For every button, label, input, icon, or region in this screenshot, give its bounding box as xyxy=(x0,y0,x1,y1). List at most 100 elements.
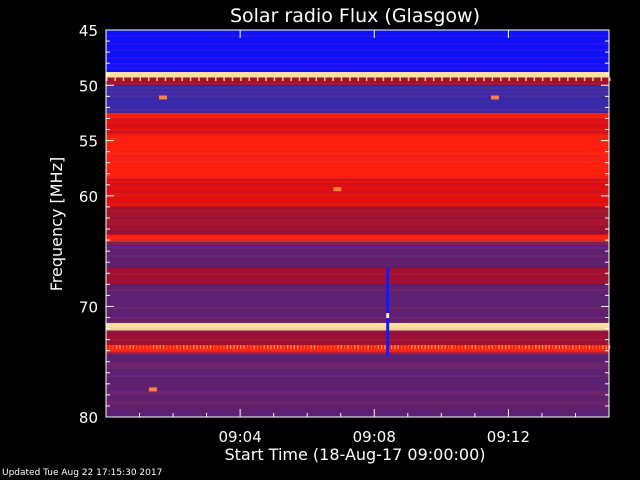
interference-tick xyxy=(240,345,242,350)
interference-tick xyxy=(505,345,507,350)
interference-tick xyxy=(181,77,183,82)
interference-tick xyxy=(334,345,336,350)
interference-tick xyxy=(515,345,517,350)
interference-tick xyxy=(461,345,463,350)
interference-tick xyxy=(323,345,326,350)
emission-spot xyxy=(148,387,157,392)
interference-tick xyxy=(533,77,536,82)
y-tick-label: 70 xyxy=(79,298,98,316)
interference-tick xyxy=(263,345,265,350)
y-tick-label: 50 xyxy=(79,77,98,95)
interference-tick xyxy=(297,345,299,350)
interference-tick xyxy=(196,345,198,350)
interference-tick xyxy=(427,345,430,350)
interference-tick xyxy=(214,77,217,82)
interference-tick xyxy=(303,345,306,350)
interference-tick xyxy=(598,345,601,350)
frequency-band xyxy=(106,112,609,119)
interference-tick xyxy=(548,345,550,350)
interference-tick xyxy=(516,77,519,82)
interference-tick xyxy=(551,345,554,350)
interference-tick xyxy=(332,77,334,82)
interference-tick xyxy=(173,345,175,350)
interference-tick xyxy=(340,345,342,350)
interference-tick xyxy=(236,345,238,350)
interference-tick xyxy=(528,345,530,350)
interference-tick xyxy=(344,345,346,350)
interference-tick xyxy=(411,345,413,350)
interference-tick xyxy=(186,345,188,350)
interference-tick xyxy=(223,77,225,82)
interference-tick xyxy=(173,77,175,82)
interference-tick xyxy=(282,77,284,82)
interference-tick xyxy=(441,77,443,82)
interference-tick xyxy=(545,345,547,350)
interference-tick xyxy=(139,77,142,82)
interference-tick xyxy=(290,77,292,82)
noise-texture xyxy=(106,35,609,417)
interference-tick xyxy=(404,345,406,350)
interference-tick xyxy=(116,345,118,350)
interference-tick xyxy=(399,77,401,82)
updated-timestamp: Updated Tue Aug 22 17:15:30 2017 xyxy=(2,468,163,478)
interference-tick xyxy=(374,77,376,82)
interference-tick xyxy=(166,345,168,350)
interference-tick xyxy=(149,345,151,350)
interference-tick xyxy=(541,345,544,350)
interference-tick xyxy=(253,345,255,350)
interference-tick xyxy=(350,345,352,350)
interference-tick xyxy=(377,345,379,350)
interference-tick xyxy=(209,345,212,350)
interference-tick xyxy=(464,345,467,350)
interference-tick xyxy=(491,345,493,350)
interference-tick xyxy=(112,345,114,350)
interference-tick xyxy=(434,345,436,350)
frequency-band xyxy=(106,52,609,73)
interference-tick xyxy=(287,345,289,350)
interference-tick xyxy=(394,345,396,350)
interference-tick xyxy=(558,345,560,350)
interference-tick xyxy=(401,345,403,350)
interference-tick xyxy=(199,345,202,350)
interference-tick xyxy=(317,345,319,350)
interference-tick xyxy=(550,77,552,82)
interference-tick xyxy=(380,345,383,350)
interference-tick xyxy=(179,345,181,350)
interference-tick xyxy=(562,345,564,350)
frequency-band xyxy=(106,330,609,346)
interference-tick xyxy=(347,345,349,350)
interference-tick xyxy=(541,77,544,82)
interference-tick xyxy=(391,77,393,82)
interference-tick xyxy=(483,77,485,82)
interference-tick xyxy=(340,77,343,82)
interference-tick xyxy=(585,345,587,350)
interference-tick xyxy=(129,345,131,350)
interference-tick xyxy=(518,345,520,350)
interference-tick xyxy=(213,345,215,350)
interference-ticks xyxy=(106,77,611,350)
interference-tick xyxy=(575,345,577,350)
interference-tick xyxy=(525,345,527,350)
frequency-band xyxy=(106,267,609,285)
interference-tick xyxy=(535,345,537,350)
interference-tick xyxy=(265,77,267,82)
interference-tick xyxy=(139,345,141,350)
interference-tick xyxy=(478,345,480,350)
interference-tick xyxy=(360,345,363,350)
interference-tick xyxy=(119,345,121,350)
interference-tick xyxy=(122,77,125,82)
interference-tick xyxy=(448,345,450,350)
interference-tick xyxy=(565,345,567,350)
interference-tick xyxy=(293,345,295,350)
interference-tick xyxy=(330,345,332,350)
interference-tick xyxy=(609,345,611,350)
interference-tick xyxy=(568,345,570,350)
interference-tick xyxy=(220,345,222,350)
interference-tick xyxy=(283,345,285,350)
interference-tick xyxy=(163,345,165,350)
interference-tick xyxy=(458,77,460,82)
interference-tick xyxy=(407,345,409,350)
frequency-band xyxy=(106,151,609,180)
frequency-band xyxy=(106,352,609,417)
